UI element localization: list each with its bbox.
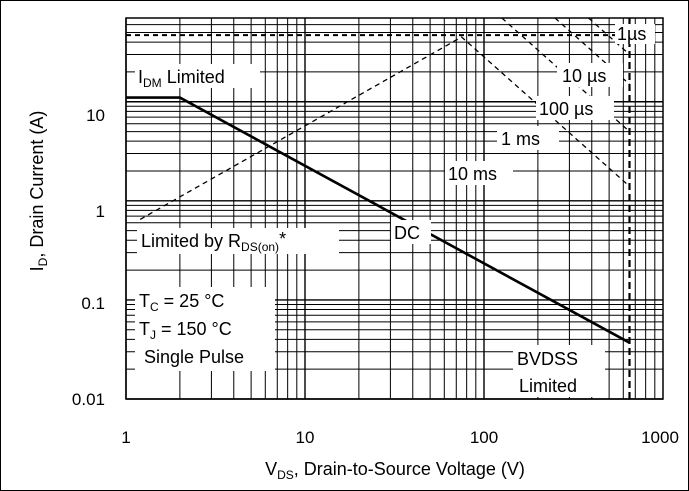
label-bg-1us xyxy=(615,24,655,44)
label-bg-10us xyxy=(557,63,623,87)
annotation-1us: 1µs xyxy=(617,24,646,44)
y-tick-label-0: 0.01 xyxy=(72,390,105,409)
annotation-idm-limited: IDM Limited xyxy=(138,67,225,90)
label-bg-bvdss xyxy=(513,345,605,397)
annotation-tj: TJ = 150 °C xyxy=(139,319,232,342)
annotation-rds-limited: Limited by RDS(on)* xyxy=(141,229,286,254)
annotation-10us: 10 µs xyxy=(562,66,606,86)
annotation-100us: 100 µs xyxy=(539,99,593,119)
annotation-dc: DC xyxy=(394,223,420,243)
x-tick-label-3: 1000 xyxy=(641,428,679,447)
y-axis-title: ID, Drain Current (A) xyxy=(27,111,50,272)
annotation-bvdss: BVDSS xyxy=(517,349,578,369)
label-bg-10ms xyxy=(445,161,513,185)
series-dc-line xyxy=(126,96,631,344)
y-tick-label-2: 1 xyxy=(96,202,105,221)
series-10-ms-line xyxy=(139,36,630,220)
x-tick-label-1: 10 xyxy=(296,428,315,447)
x-tick-label-0: 1 xyxy=(121,428,130,447)
plot-border xyxy=(125,17,664,400)
annotation-10ms: 10 ms xyxy=(448,164,497,184)
annotation-single-pulse: Single Pulse xyxy=(144,347,244,367)
x-axis-title: VDS, Drain-to-Source Voltage (V) xyxy=(265,459,525,482)
annotation-1ms: 1 ms xyxy=(501,129,540,149)
y-tick-label-3: 10 xyxy=(86,106,105,125)
annotation-tc: TC = 25 °C xyxy=(139,291,224,314)
label-bg-100us xyxy=(536,96,614,120)
y-tick-labels: 0.01 0.1 1 10 xyxy=(72,106,105,409)
label-bg-dc xyxy=(391,220,431,244)
label-bg-rds xyxy=(137,228,339,254)
label-bg-1ms xyxy=(497,126,559,150)
x-tick-label-2: 100 xyxy=(470,428,498,447)
annotation-bvdss-limited: Limited xyxy=(519,376,577,396)
series-10-us-line xyxy=(588,17,630,55)
label-bg-idm xyxy=(135,64,260,88)
y-tick-label-1: 0.1 xyxy=(81,294,105,313)
annotations: IDM Limited Limited by RDS(on)* DC 10 ms… xyxy=(135,24,655,397)
label-bg-conditions xyxy=(135,287,275,371)
x-tick-labels: 1 10 100 1000 xyxy=(121,428,679,447)
